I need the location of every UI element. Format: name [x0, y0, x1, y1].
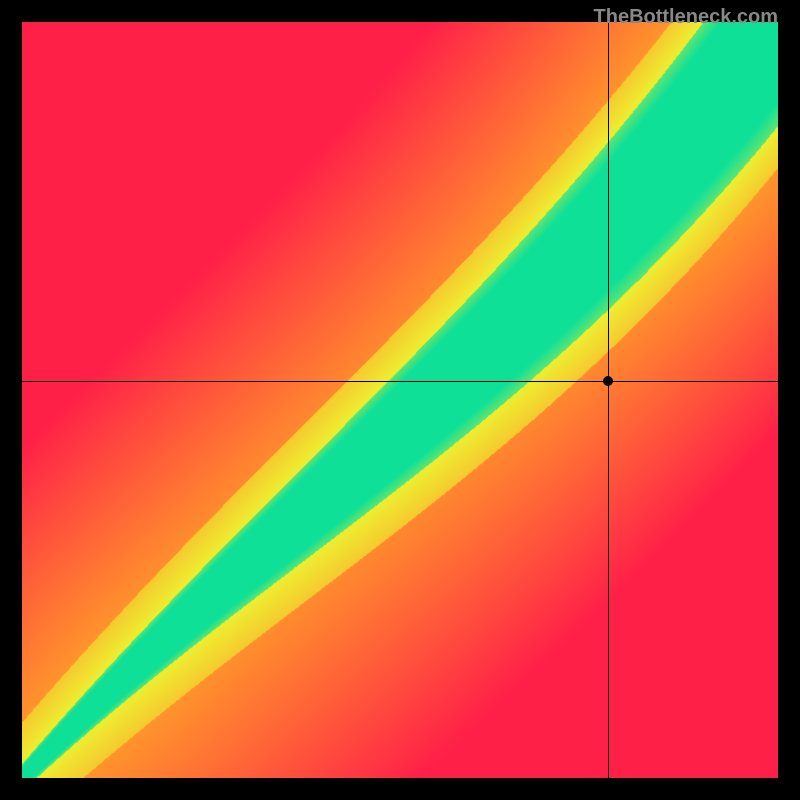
heatmap-canvas: [22, 22, 778, 778]
watermark-text: TheBottleneck.com: [594, 6, 778, 29]
crosshair-vertical: [608, 22, 609, 778]
data-point-marker: [603, 376, 613, 386]
heatmap-plot: [22, 22, 778, 778]
crosshair-horizontal: [22, 381, 778, 382]
